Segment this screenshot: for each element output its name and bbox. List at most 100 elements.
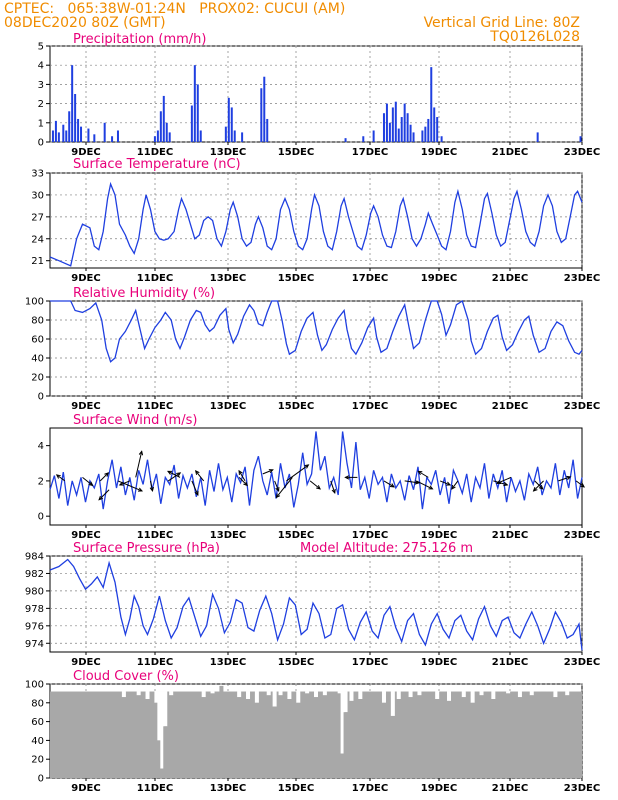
precip-bar [412,132,415,142]
series-line [49,181,583,267]
cloud-bar [246,699,251,778]
x-tick-label: 23DEC [564,657,600,668]
precip-bar [116,130,119,142]
precip-bar [263,76,266,142]
plot-frame [49,45,583,143]
wind-vector [416,480,433,490]
wind-vector [404,480,419,484]
panel-0: 0 1 2 3 4 5 9DEC 11DEC 13DEC 15DEC 17DEC 19DEC 21DEC… [38,32,601,158]
y-tick-label: 20 [31,755,44,766]
cloud-bar-gap [210,691,215,694]
cloud-bar [201,697,206,778]
cloud-bar-gap [201,691,206,698]
precip-bar [74,94,77,142]
wind-vector [286,464,309,482]
x-tick-label: 23DEC [564,401,600,412]
cloud-bar [314,697,318,778]
cloud-bar [136,695,141,778]
precip-bar [362,136,365,142]
cloud-bar [390,715,395,778]
panel-4: 974 976 978 980 982 984 9DEC 11DEC 13DEC 15DEC 17D… [25,541,600,668]
y-tick-label: 984 [25,552,44,563]
cloud-bar-gap [337,691,342,694]
cloud-bar [506,693,511,778]
precip-bar [80,126,83,142]
y-tick-label: 982 [25,569,44,580]
wind-arrowhead [304,464,310,469]
wind-vector [167,472,181,482]
x-tick-label: 15DEC [278,783,314,794]
x-tick-label: 13DEC [210,783,246,794]
precip-bar [260,88,263,142]
y-tick-label: 21 [31,256,44,267]
x-tick-label: 13DEC [210,401,246,412]
wind-arrowhead [137,487,144,492]
y-tick-label: 980 [25,586,44,597]
wind-vector [309,480,321,490]
panel-title: Surface Pressure (hPa) [73,541,220,556]
precip-bar [62,124,65,142]
precip-bar [51,130,54,142]
wind-vector [533,480,544,492]
x-tick-label: 21DEC [492,147,528,158]
precip-bar [385,103,388,142]
cloud-bar-gap [154,691,159,703]
wind-arrowhead [532,486,538,492]
y-tick-label: 5 [38,42,44,53]
cloud-bar-gap [358,691,363,700]
wind-arrowhead [98,495,104,501]
cloud-bar-gap [157,691,162,741]
wind-vector [82,476,93,486]
x-tick-label: 17DEC [352,147,388,158]
y-tick-label: 60 [31,717,44,728]
cloud-bar [408,697,413,778]
cloud-bar-gap [272,691,277,707]
cloud-bar [461,697,466,778]
x-tick-label: 15DEC [278,147,314,158]
cloud-bar [145,699,150,778]
wind-arrowhead [566,475,572,481]
y-tick-label: 4 [38,441,44,452]
y-tick-label: 20 [31,373,44,384]
wind-vector [56,474,66,482]
precip-bar [57,132,60,142]
cloud-bar-gap [470,691,475,703]
precip-bar [241,132,244,142]
cloud-bar-gap [121,691,126,698]
wind-arrowhead [428,485,434,490]
x-tick-label: 17DEC [352,530,388,541]
cloud-bar [470,702,475,778]
y-tick-label: 0 [38,138,44,149]
cloud-bar [157,740,162,778]
cloud-bar-gap [305,691,310,694]
x-tick-label: 13DEC [210,147,246,158]
y-tick-label: 60 [31,335,44,346]
cloud-bar-gap [479,691,484,696]
x-tick-label: 17DEC [352,783,388,794]
wind-arrowhead [275,486,280,492]
header-grid-note: Vertical Grid Line: 80Z [423,15,580,31]
precip-bar [424,126,427,142]
cloud-bar [541,691,546,778]
precip-bar [579,136,582,142]
cloud-bar [447,700,451,778]
precip-bar [391,107,394,142]
y-tick-label: 1 [38,118,44,129]
wind-vector [418,470,429,478]
wind-arrowhead [344,475,350,480]
x-tick-label: 9DEC [71,401,100,412]
cloud-bar [491,699,496,778]
y-tick-label: 0 [38,512,44,523]
wind-arrowhead [138,450,144,456]
wind-arrowhead [316,485,321,490]
wind-arrowhead [243,481,248,487]
cloud-bar [553,697,558,778]
cloud-bar-gap [254,691,259,703]
wind-arrowhead [451,484,456,490]
cloud-bar [254,702,259,778]
precip-bar [403,103,406,142]
cloud-bar-gap [491,691,496,700]
cloud-bar-gap [145,691,150,700]
x-tick-label: 19DEC [421,401,457,412]
x-tick-label: 9DEC [71,783,100,794]
